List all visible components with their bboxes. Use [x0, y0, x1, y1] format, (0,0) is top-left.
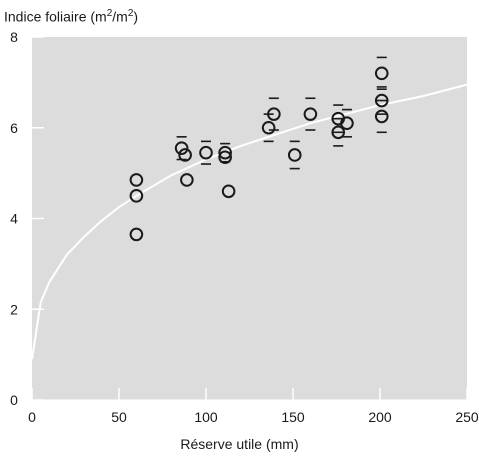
x-tick-label: 50	[111, 409, 127, 425]
data-point	[129, 189, 144, 203]
points-layer	[129, 66, 389, 242]
x-tick-label: 250	[455, 409, 479, 425]
data-point	[374, 66, 389, 81]
x-tick-label: 150	[281, 409, 305, 425]
data-point	[261, 120, 276, 135]
data-point	[331, 125, 346, 140]
y-tick-label: 8	[10, 29, 18, 45]
data-point	[218, 150, 232, 165]
plot-area	[32, 37, 467, 400]
fit-curve-layer	[31, 83, 468, 360]
data-point	[340, 116, 354, 131]
x-tick-label: 200	[368, 409, 392, 425]
y-tick-label: 2	[10, 301, 18, 317]
data-point	[174, 141, 189, 155]
x-tick-label: 100	[194, 409, 218, 425]
y-tick-label: 6	[10, 120, 18, 136]
data-point	[180, 173, 194, 187]
fit-curve	[31, 83, 468, 360]
data-point	[374, 109, 389, 124]
data-point	[199, 145, 213, 160]
data-point	[221, 184, 236, 199]
data-point	[303, 107, 318, 121]
data-point	[129, 173, 144, 187]
y-axis: 0 2 4 6 8	[10, 29, 44, 408]
data-point	[267, 107, 281, 121]
data-point	[129, 227, 144, 242]
x-axis: 0 50 100 150 200 250	[28, 388, 479, 425]
data-point	[178, 148, 192, 162]
y-tick-label: 4	[10, 211, 18, 227]
y-axis-label: Indice foliaire (m2/m2)	[4, 8, 139, 25]
x-tick-label: 0	[28, 409, 36, 425]
data-point	[287, 148, 302, 162]
error-bars-layer	[176, 56, 387, 170]
data-point	[374, 93, 389, 108]
x-axis-label: Réserve utile (mm)	[180, 436, 299, 452]
data-point	[218, 145, 232, 160]
y-tick-label: 0	[10, 392, 18, 408]
